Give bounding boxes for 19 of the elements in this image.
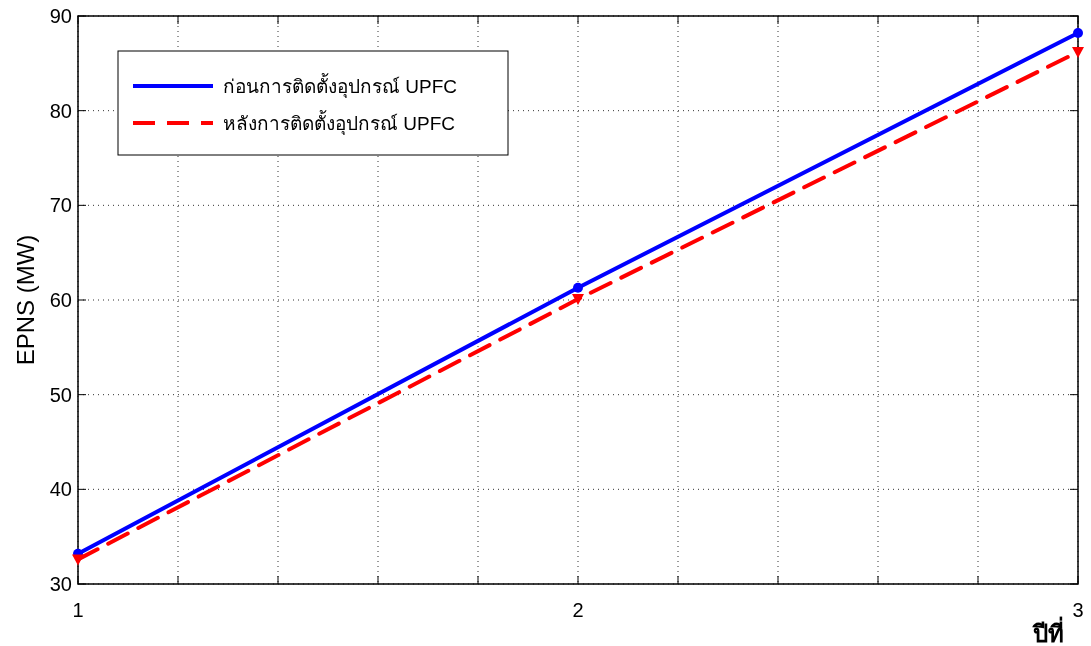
y-tick-label: 30 <box>49 573 72 595</box>
y-tick-label: 60 <box>49 289 72 311</box>
y-tick-label: 90 <box>49 5 72 27</box>
legend-label: ก่อนการติดตั้งอุปกรณ์ UPFC <box>223 73 457 99</box>
y-axis-title: EPNS (MW) <box>12 234 39 366</box>
y-tick-label: 80 <box>49 99 72 122</box>
x-tick-label: 2 <box>572 599 584 621</box>
point <box>573 282 583 293</box>
y-tick-label: 50 <box>49 383 72 406</box>
y-tick-label: 70 <box>49 194 72 217</box>
point <box>72 554 84 566</box>
x-tick-label: 1 <box>72 599 84 621</box>
x-tick-label: 3 <box>1072 599 1084 621</box>
point <box>1072 46 1084 58</box>
y-tick-label: 40 <box>49 478 72 501</box>
point <box>1073 28 1083 39</box>
legend-label: หลังการติดตั้งอุปกรณ์ UPFC <box>223 110 455 136</box>
point <box>572 294 584 306</box>
x-axis-title: ปีที่ <box>1032 616 1064 646</box>
